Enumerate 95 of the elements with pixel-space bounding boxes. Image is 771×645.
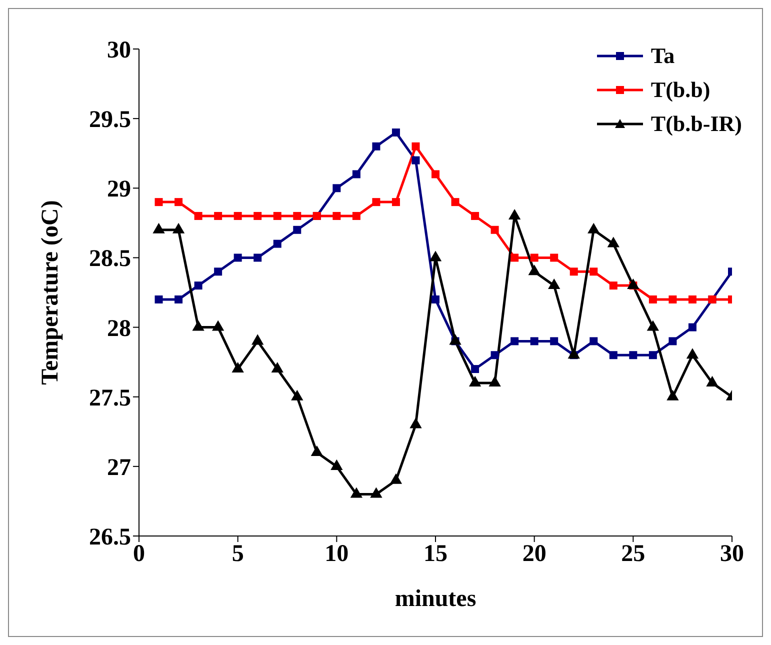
point	[432, 170, 440, 178]
point	[154, 295, 163, 304]
point	[291, 390, 304, 400]
point	[471, 365, 480, 374]
point	[468, 376, 482, 386]
point	[412, 142, 420, 150]
point	[528, 264, 540, 276]
x-tick-label: 25	[621, 541, 646, 568]
point	[254, 254, 262, 262]
point	[590, 268, 598, 276]
point	[609, 351, 618, 360]
point	[310, 445, 323, 456]
point	[686, 348, 699, 359]
point	[372, 198, 380, 206]
point	[429, 250, 442, 262]
point	[668, 295, 677, 304]
point	[629, 351, 638, 360]
x-tick-label: 15	[424, 541, 448, 568]
point	[194, 212, 202, 220]
point	[449, 334, 462, 345]
x-axis-title: minutes	[394, 586, 476, 612]
point	[254, 212, 262, 220]
point	[392, 128, 400, 136]
point	[666, 390, 679, 400]
point	[194, 282, 202, 290]
x-tick-label: 10	[324, 541, 349, 568]
point	[234, 254, 242, 262]
point	[214, 268, 222, 276]
point	[627, 278, 640, 290]
y-tick-label: 27.5	[89, 385, 131, 412]
point	[174, 295, 183, 304]
point	[530, 254, 538, 262]
point	[688, 323, 696, 332]
point	[370, 487, 382, 498]
y-tick-label: 28.5	[89, 246, 131, 272]
x-tick-label: 20	[522, 541, 546, 568]
point	[550, 337, 558, 346]
legend-label: T(b.b-IR)	[650, 111, 742, 137]
point	[706, 376, 718, 386]
point	[570, 268, 578, 276]
point	[432, 295, 440, 304]
legend-label: Ta	[650, 43, 675, 69]
point	[609, 282, 618, 290]
point	[688, 295, 696, 304]
point	[252, 334, 264, 345]
point	[590, 337, 598, 346]
point	[410, 418, 422, 428]
point	[668, 337, 677, 346]
point	[471, 212, 480, 220]
point	[154, 198, 163, 206]
point	[232, 362, 244, 373]
x-tick-label: 0	[133, 541, 145, 568]
point	[214, 212, 222, 220]
point	[451, 198, 460, 206]
point	[192, 320, 204, 331]
point	[488, 376, 501, 386]
legend-label: T(b.b)	[650, 77, 710, 103]
point	[332, 184, 341, 192]
point	[530, 337, 538, 346]
point	[510, 337, 519, 346]
x-tick-label: 30	[720, 541, 744, 568]
point	[273, 212, 282, 220]
point	[568, 348, 580, 359]
point	[648, 295, 657, 304]
point	[490, 226, 499, 234]
point	[174, 198, 183, 206]
x-tick-label: 5	[232, 541, 244, 568]
point	[271, 362, 284, 373]
point	[350, 487, 363, 498]
point	[293, 212, 302, 220]
point	[352, 170, 360, 178]
point	[390, 473, 402, 484]
point	[352, 212, 360, 220]
point	[412, 156, 420, 164]
point	[234, 212, 242, 220]
point	[646, 320, 660, 331]
point	[648, 351, 657, 360]
y-tick-label: 26.5	[89, 524, 131, 551]
y-tick-label: 28	[107, 316, 131, 342]
y-tick-label: 30	[107, 38, 131, 64]
point	[293, 226, 302, 234]
y-tick-label: 29.5	[89, 107, 131, 134]
point	[510, 254, 519, 262]
point	[490, 351, 499, 360]
point	[548, 278, 560, 290]
point	[332, 212, 341, 220]
point	[212, 320, 224, 331]
point	[392, 198, 400, 206]
point	[550, 254, 558, 262]
point	[273, 240, 282, 248]
point	[330, 459, 343, 470]
y-tick-label: 29	[107, 176, 131, 203]
point	[372, 142, 380, 150]
y-tick-label: 27	[107, 454, 131, 481]
y-axis-title: Temperature (oC)	[38, 200, 64, 385]
